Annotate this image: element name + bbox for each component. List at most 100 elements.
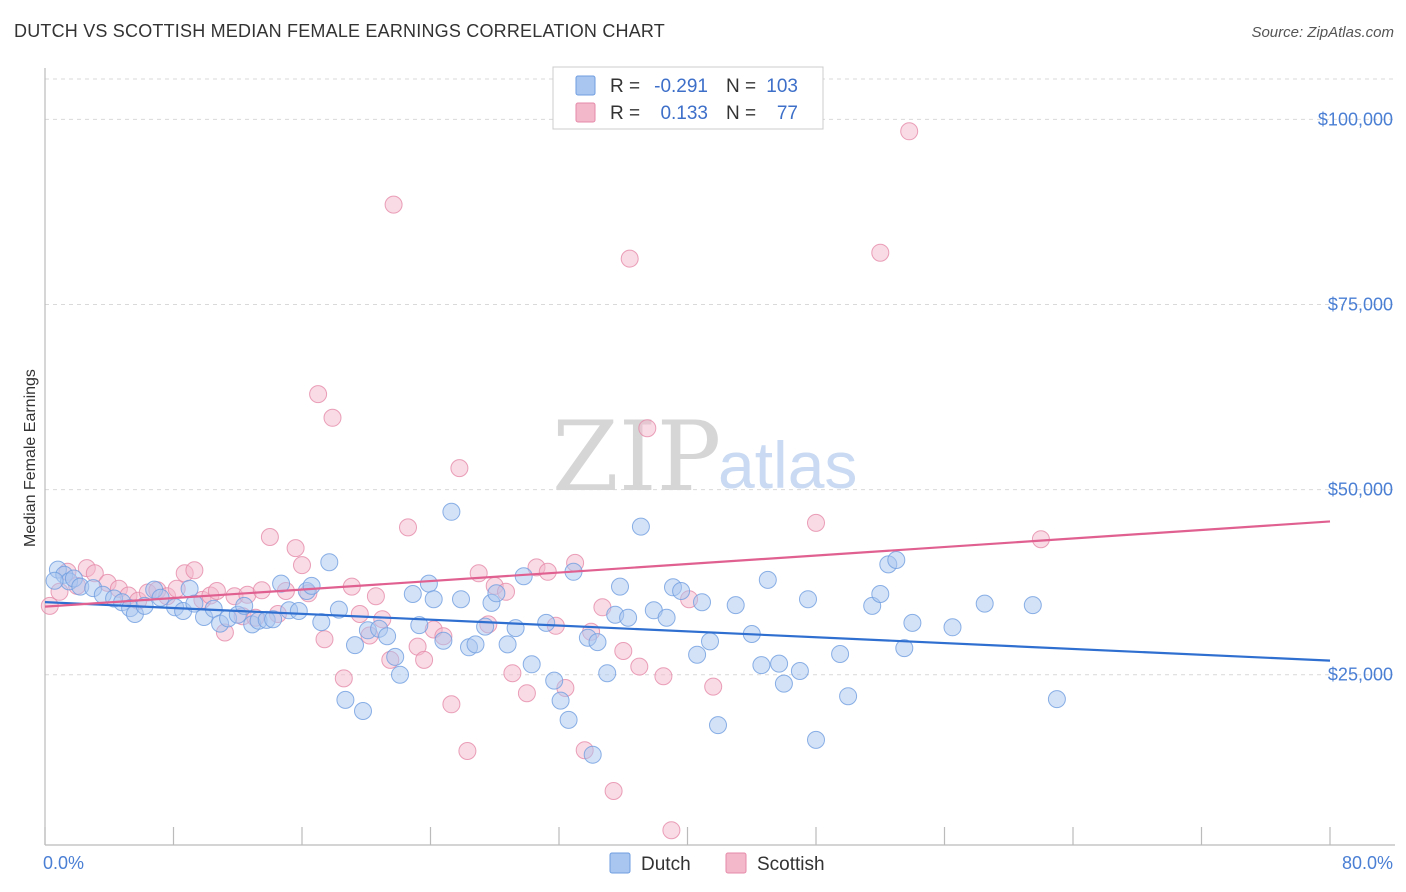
dutch-point-88: [799, 590, 817, 609]
dutch-point-97: [903, 613, 922, 632]
dutch-point-84: [758, 570, 777, 589]
scottish-point-55: [517, 684, 536, 703]
scottish-point-69: [654, 667, 673, 686]
dutch-point-91: [839, 687, 858, 706]
legend-r-value-dutch: -0.291: [654, 76, 708, 97]
legend-r-label-scottish: R =: [610, 103, 640, 124]
dutch-point-43: [391, 665, 409, 684]
dutch-point-44: [403, 585, 422, 603]
y-axis-title: Median Female Earnings: [22, 369, 39, 547]
dutch-point-48: [434, 631, 453, 650]
dutch-point-61: [545, 671, 564, 690]
dutch-point-32: [302, 576, 321, 595]
dutch-point-49: [442, 502, 461, 521]
dutch-point-33: [312, 613, 331, 632]
legend-r-value-scottish: 0.133: [660, 103, 708, 124]
dutch-point-60: [537, 613, 556, 632]
scottish-point-33: [323, 408, 342, 427]
dutch-point-30: [289, 602, 308, 620]
dutch-point-59: [522, 655, 541, 674]
bottom-legend-swatch-dutch: [609, 852, 631, 874]
dutch-point-52: [466, 635, 485, 654]
dutch-point-83: [752, 656, 771, 675]
dutch-point-95: [887, 551, 906, 569]
dutch-point-28: [272, 574, 291, 593]
scottish-point-74: [871, 243, 890, 262]
dutch-point-86: [774, 674, 793, 693]
dutch-point-81: [726, 596, 745, 615]
dutch-point-27: [264, 610, 283, 629]
legend-r-label-dutch: R =: [610, 76, 640, 97]
dutch-point-102: [45, 571, 64, 590]
dutch-point-96: [895, 639, 914, 658]
dutch-point-79: [701, 632, 719, 651]
dutch-trend-line: [44, 601, 1331, 662]
dutch-point-93: [871, 585, 890, 603]
dutch-point-101: [1047, 690, 1066, 709]
scottish-point-29: [293, 556, 311, 575]
dutch-point-70: [611, 577, 629, 596]
scottish-point-18: [207, 582, 226, 600]
scottish-point-36: [350, 605, 369, 623]
dutch-point-90: [831, 645, 850, 663]
dutch-point-53: [476, 617, 495, 636]
watermark: ZIP atlas: [552, 401, 857, 513]
legend-n-label-scottish: N =: [726, 103, 756, 124]
dutch-point-76: [672, 582, 691, 600]
scottish-point-32: [315, 630, 334, 649]
y-tick-label-3: $100,000: [1318, 109, 1393, 129]
legend-swatch-scottish: [575, 102, 596, 123]
scottish-point-34: [334, 669, 353, 688]
scottish-point-15: [185, 561, 204, 580]
dutch-point-67: [588, 633, 607, 652]
scottish-point-25: [260, 528, 279, 546]
scottish-point-66: [620, 249, 639, 268]
scottish-point-28: [286, 539, 305, 558]
bottom-legend-swatch-scottish: [725, 852, 747, 874]
legend-box: [552, 66, 824, 130]
bottom-legend-label-dutch: Dutch: [641, 854, 691, 875]
dutch-point-100: [1023, 596, 1042, 615]
series-legend: Dutch Scottish: [609, 852, 825, 875]
dutch-point-98: [943, 618, 962, 637]
dutch-point-35: [329, 600, 348, 619]
scottish-point-67: [630, 657, 649, 676]
dutch-point-63: [559, 710, 578, 729]
dutch-point-78: [693, 593, 711, 612]
grid-lines: [45, 78, 1395, 676]
scottish-point-49: [458, 742, 477, 760]
correlation-legend: R = -0.291 N = 103 R = 0.133 N = 77: [552, 66, 824, 130]
scottish-point-24: [252, 581, 271, 600]
dutch-point-87: [790, 662, 809, 680]
scottish-point-47: [442, 695, 461, 714]
y-tick-label-1: $50,000: [1328, 480, 1393, 500]
x-tick-labels: 0.0% 80.0%: [43, 853, 1393, 873]
scottish-point-44: [415, 650, 434, 669]
watermark-atlas: atlas: [718, 428, 857, 502]
scottish-point-65: [614, 642, 633, 660]
y-tick-label-0: $25,000: [1328, 665, 1393, 685]
scottish-point-41: [384, 195, 403, 214]
trend-lines: [44, 520, 1331, 662]
dutch-point-42: [386, 647, 405, 666]
dutch-point-89: [807, 730, 825, 749]
dutch-point-41: [378, 627, 397, 646]
legend-n-value-scottish: 77: [777, 103, 798, 124]
scottish-points: [40, 122, 1050, 840]
scottish-trend-line: [44, 520, 1331, 608]
dutch-point-45: [410, 616, 429, 635]
dutch-point-46: [419, 574, 438, 593]
dutch-point-36: [336, 690, 355, 709]
scottish-point-38: [366, 587, 385, 606]
legend-n-value-dutch: 103: [766, 76, 798, 97]
dutch-point-56: [498, 635, 517, 654]
scottish-point-48: [450, 459, 469, 478]
dutch-point-71: [619, 608, 638, 627]
dutch-point-68: [598, 664, 617, 683]
scottish-point-73: [807, 513, 825, 532]
legend-n-label-dutch: N =: [726, 76, 756, 97]
scottish-point-54: [503, 664, 522, 683]
scottish-point-31: [309, 385, 328, 404]
x-tick-label-1: 80.0%: [1342, 853, 1393, 873]
